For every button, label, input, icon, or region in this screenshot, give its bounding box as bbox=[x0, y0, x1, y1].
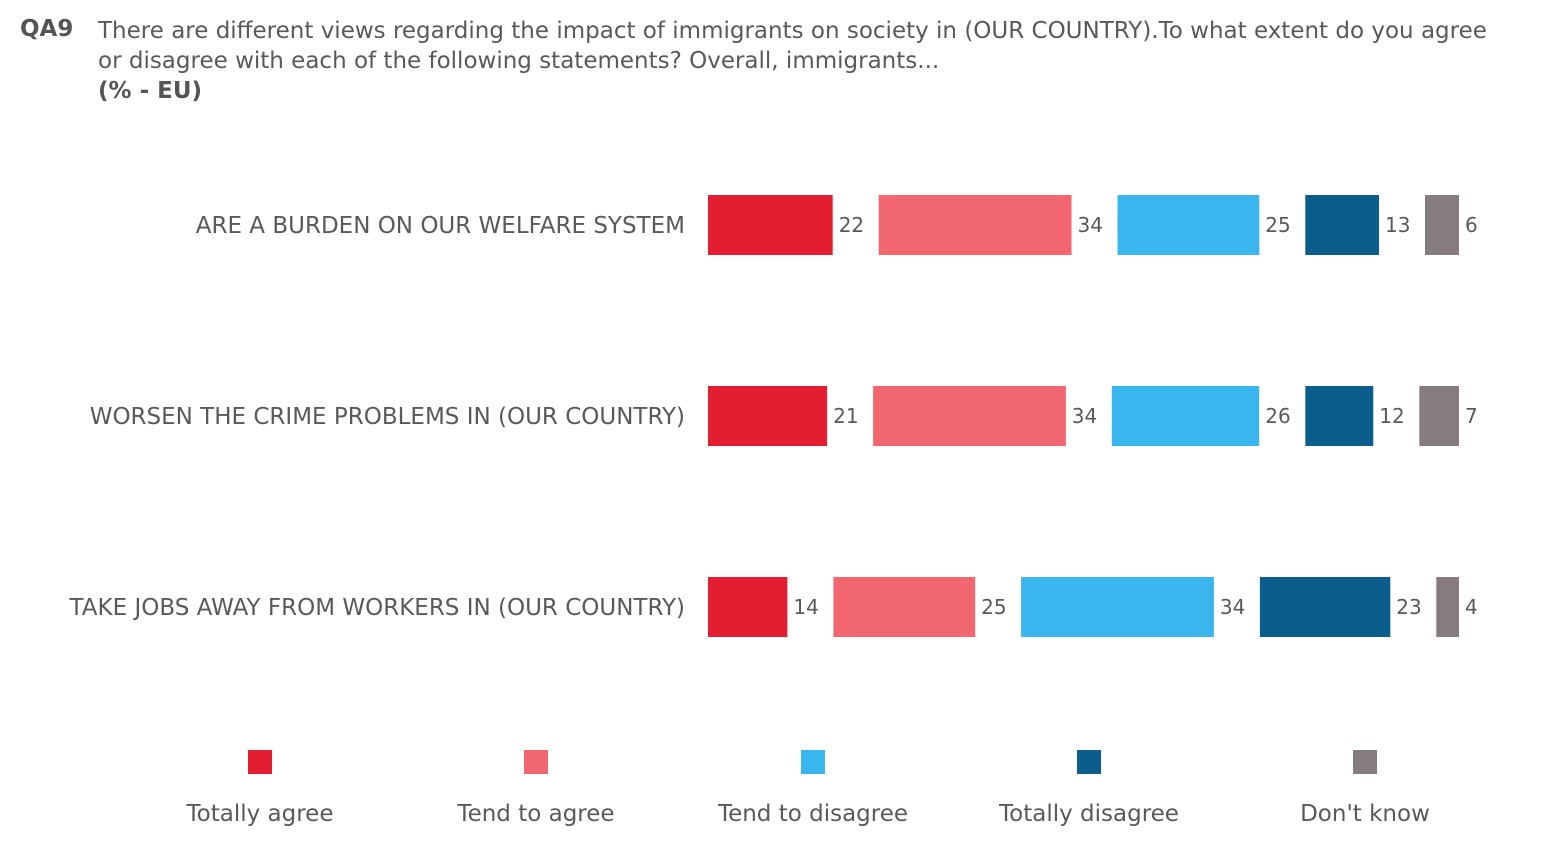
legend-swatch-tend-to-disagree bbox=[801, 750, 825, 774]
bar-don-t-know-row-1 bbox=[1425, 195, 1459, 255]
value-label-don-t-know-row-3: 4 bbox=[1465, 595, 1478, 619]
value-label-tend-to-agree-row-1: 34 bbox=[1078, 213, 1103, 237]
value-label-don-t-know-row-1: 6 bbox=[1465, 213, 1478, 237]
chart-legend: Totally agree Tend to agree Tend to disa… bbox=[0, 750, 1553, 840]
legend-label-dont-know: Don't know bbox=[1300, 801, 1430, 827]
question-text: There are different views regarding the … bbox=[98, 18, 1487, 74]
bar-totally-agree-row-3 bbox=[708, 577, 788, 637]
bar-tend-to-disagree-row-2 bbox=[1111, 386, 1260, 446]
bar-don-t-know-row-3 bbox=[1436, 577, 1459, 637]
legend-item-tend-to-disagree: Tend to disagree bbox=[683, 750, 943, 827]
value-label-totally-disagree-row-2: 12 bbox=[1379, 404, 1404, 428]
bar-totally-agree-row-2 bbox=[708, 386, 828, 446]
bar-totally-disagree-row-2 bbox=[1305, 386, 1374, 446]
value-label-totally-agree-row-3: 14 bbox=[793, 595, 818, 619]
value-label-tend-to-disagree-row-1: 25 bbox=[1265, 213, 1290, 237]
legend-item-dont-know: Don't know bbox=[1235, 750, 1495, 827]
bar-totally-disagree-row-3 bbox=[1259, 577, 1391, 637]
row-label-take-jobs-away-from-workers-in-our-country: TAKE JOBS AWAY FROM WORKERS IN (OUR COUN… bbox=[69, 595, 685, 621]
legend-swatch-totally-disagree bbox=[1077, 750, 1101, 774]
legend-swatch-totally-agree bbox=[248, 750, 272, 774]
legend-swatch-tend-to-agree bbox=[524, 750, 548, 774]
value-label-tend-to-agree-row-3: 25 bbox=[981, 595, 1006, 619]
unit-label: (% - EU) bbox=[98, 78, 203, 104]
legend-swatch-dont-know bbox=[1353, 750, 1377, 774]
bar-don-t-know-row-2 bbox=[1419, 386, 1459, 446]
legend-label-tend-to-disagree: Tend to disagree bbox=[717, 801, 909, 827]
bar-tend-to-disagree-row-3 bbox=[1021, 577, 1214, 637]
value-label-tend-to-disagree-row-3: 34 bbox=[1220, 595, 1245, 619]
value-label-totally-agree-row-1: 22 bbox=[839, 213, 864, 237]
legend-label-totally-disagree: Totally disagree bbox=[999, 801, 1179, 827]
value-label-totally-disagree-row-3: 23 bbox=[1396, 595, 1421, 619]
bar-tend-to-disagree-row-1 bbox=[1117, 195, 1260, 255]
bar-tend-to-agree-row-1 bbox=[878, 195, 1072, 255]
question-id: QA9 bbox=[20, 16, 74, 42]
bar-totally-agree-row-1 bbox=[708, 195, 833, 255]
value-label-totally-disagree-row-1: 13 bbox=[1385, 213, 1410, 237]
bar-tend-to-agree-row-2 bbox=[873, 386, 1066, 446]
legend-item-totally-agree: Totally agree bbox=[130, 750, 390, 827]
row-label-worsen-the-crime-problems-in-our-country: WORSEN THE CRIME PROBLEMS IN (OUR COUNTR… bbox=[90, 404, 685, 430]
bar-tend-to-agree-row-3 bbox=[833, 577, 976, 637]
bar-totally-disagree-row-1 bbox=[1305, 195, 1379, 255]
value-label-tend-to-disagree-row-2: 26 bbox=[1265, 404, 1290, 428]
value-label-tend-to-agree-row-2: 34 bbox=[1072, 404, 1097, 428]
row-label-are-a-burden-on-our-welfare-system: ARE A BURDEN ON OUR WELFARE SYSTEM bbox=[196, 213, 685, 239]
value-label-totally-agree-row-2: 21 bbox=[833, 404, 858, 428]
value-label-don-t-know-row-2: 7 bbox=[1465, 404, 1478, 428]
legend-label-tend-to-agree: Tend to agree bbox=[457, 801, 615, 827]
legend-label-totally-agree: Totally agree bbox=[186, 801, 334, 827]
legend-item-tend-to-agree: Tend to agree bbox=[406, 750, 666, 827]
stacked-bar-chart: ARE A BURDEN ON OUR WELFARE SYSTEM 22 34 25… bbox=[69, 195, 1478, 637]
legend-item-totally-disagree: Totally disagree bbox=[959, 750, 1219, 827]
